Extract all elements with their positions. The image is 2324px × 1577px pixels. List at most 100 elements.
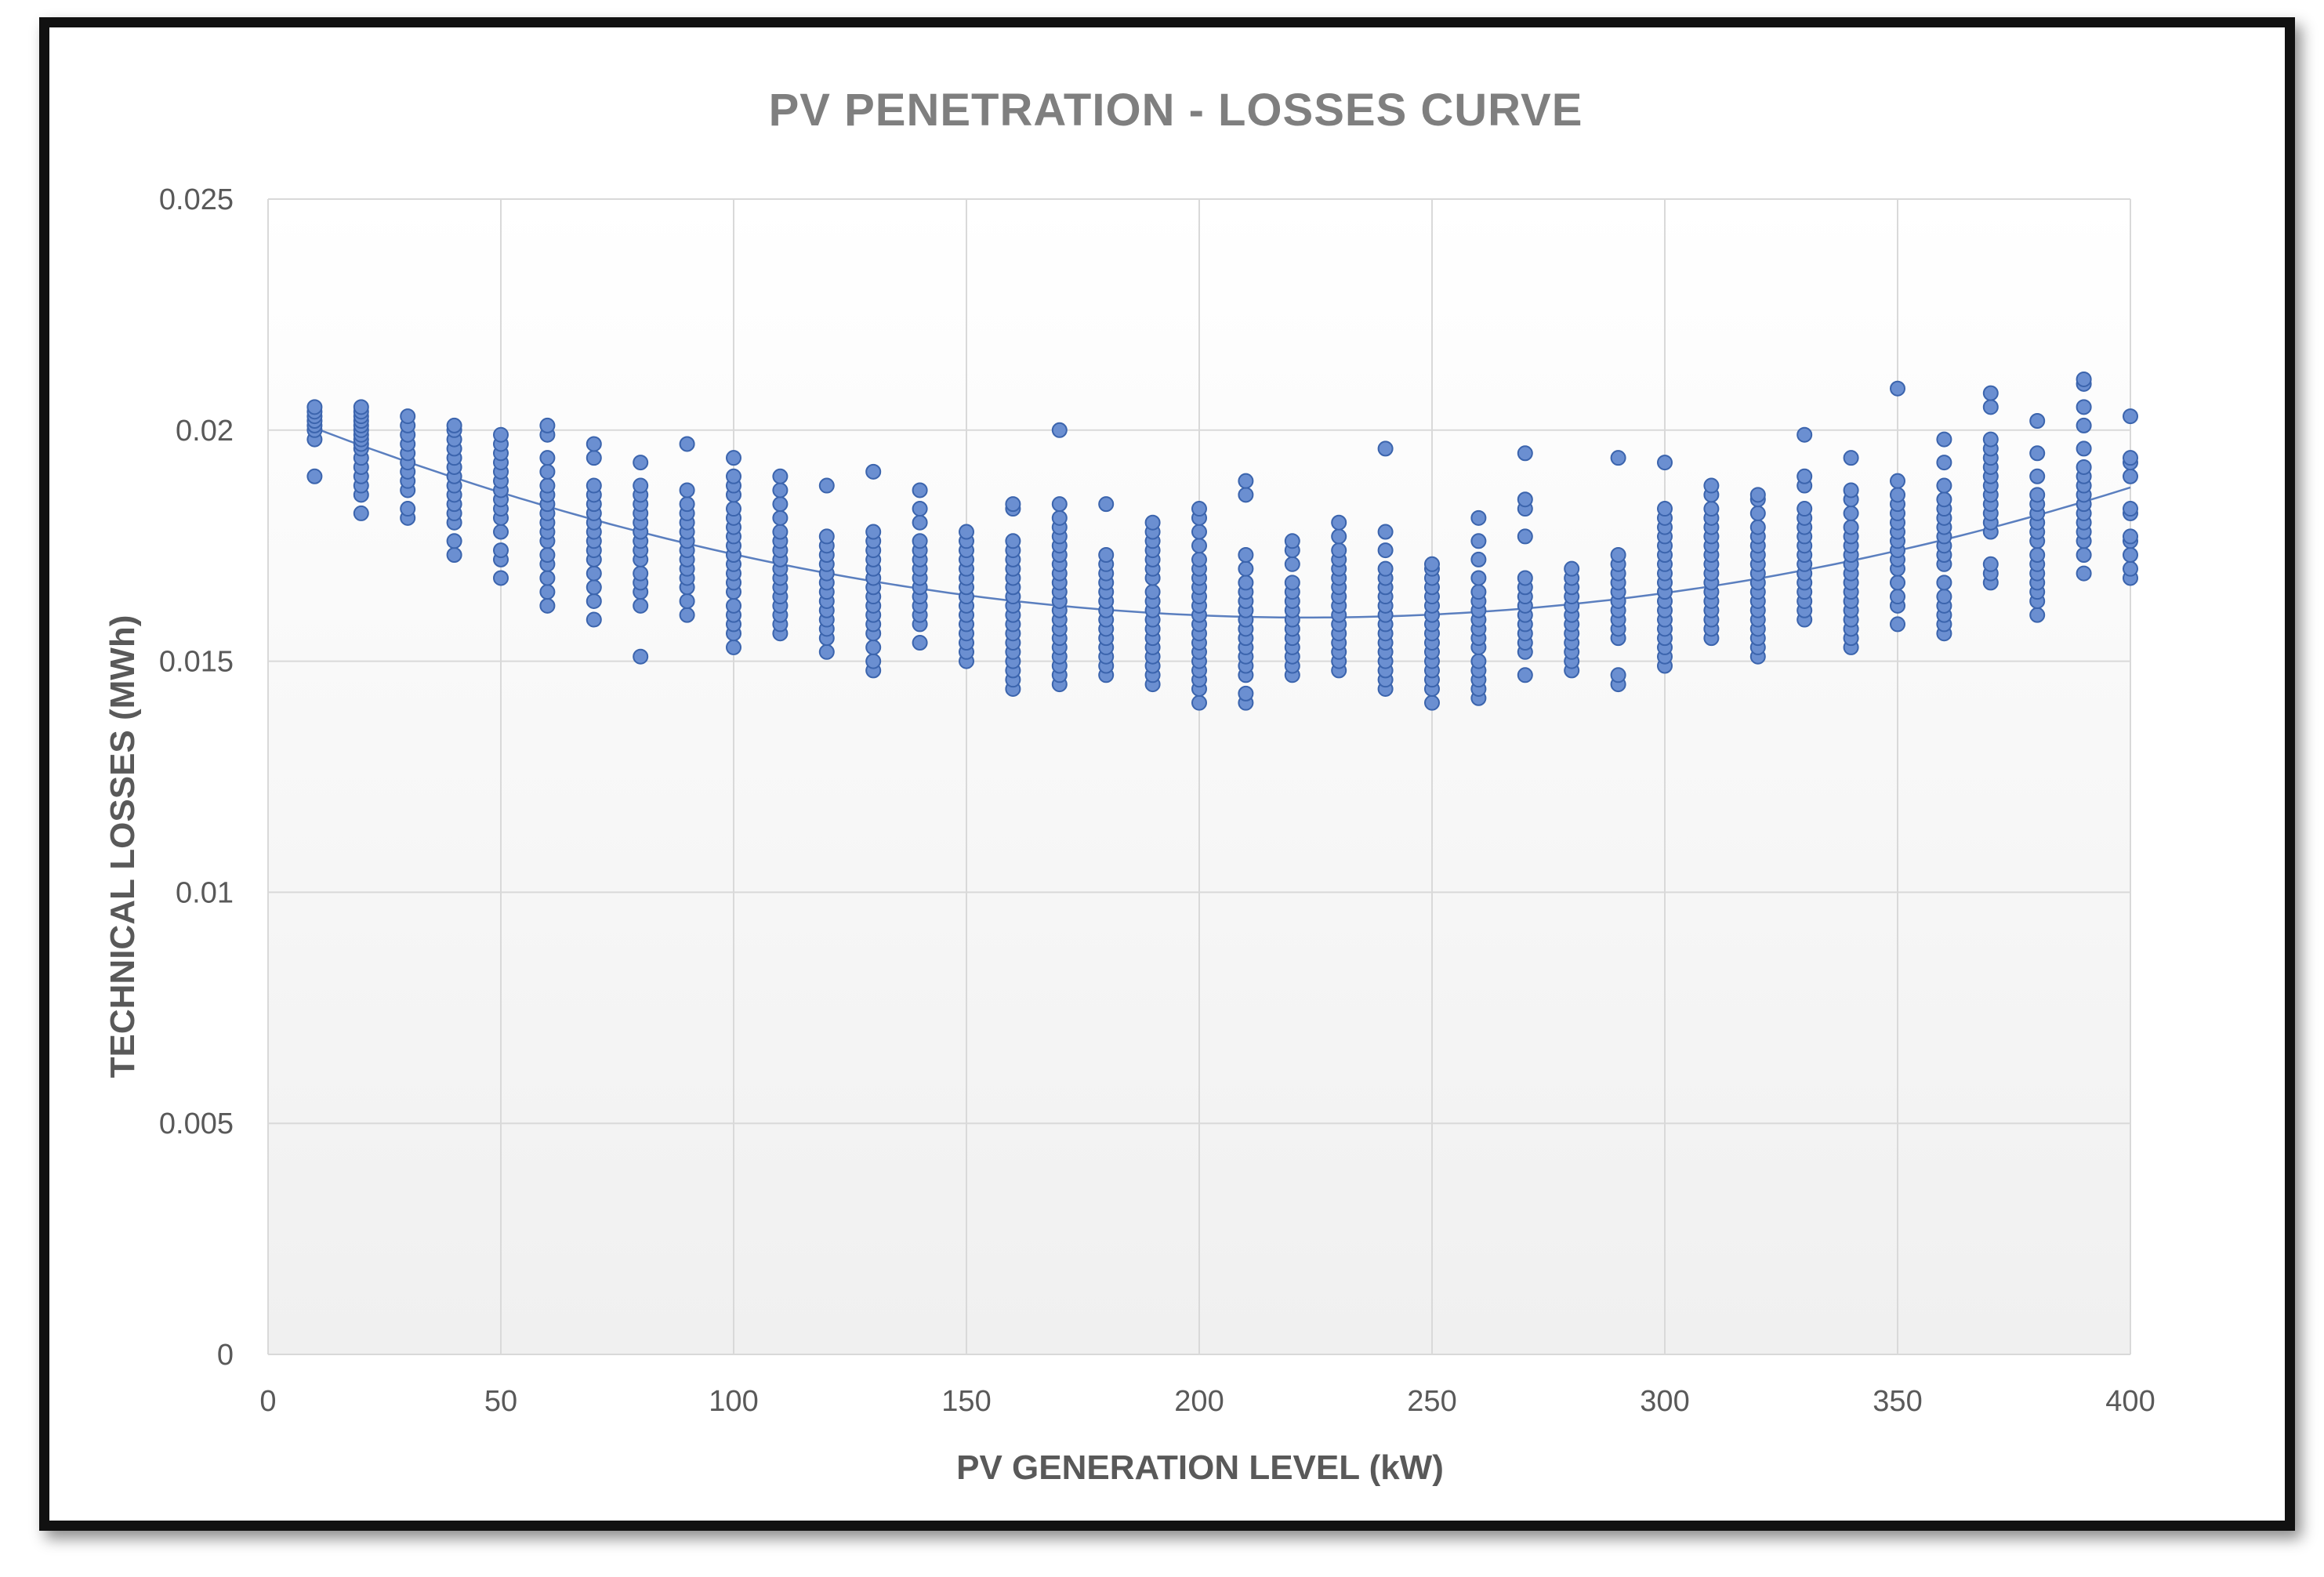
data-point [1051, 422, 1068, 438]
data-point [1470, 533, 1487, 549]
x-axis-ticks: 0 50 100 150 200 250 300 350 400 [259, 1385, 2155, 1418]
y-tick-label: 0.02 [176, 415, 234, 448]
data-point [726, 597, 741, 614]
data-point [2029, 546, 2046, 563]
data-point [912, 482, 928, 498]
data-point [1377, 560, 1394, 577]
data-point [1982, 556, 1999, 572]
data-point [1936, 477, 1952, 494]
data-point [539, 570, 556, 586]
y-tick-label: 0.015 [159, 646, 234, 679]
data-point [2076, 459, 2092, 475]
chart-frame: 0 0.005 0.01 0.015 0.02 0.025 0 50 100 150 200 250… [39, 17, 2295, 1531]
data-point [1517, 491, 1533, 508]
data-point [1470, 509, 1487, 526]
data-point [1470, 653, 1487, 669]
x-tick-label: 400 [2105, 1385, 2155, 1418]
data-point [586, 565, 602, 582]
data-point [539, 417, 556, 433]
data-point [1517, 667, 1533, 683]
data-point [1517, 528, 1533, 545]
data-point [2029, 413, 2046, 430]
data-point [306, 399, 323, 415]
x-tick-label: 150 [941, 1385, 991, 1418]
data-point [1610, 667, 1626, 683]
data-point [493, 570, 509, 586]
data-point [2123, 528, 2138, 545]
data-point [1657, 455, 1673, 471]
data-point [1238, 487, 1254, 503]
data-point [1749, 487, 1766, 503]
data-point [865, 653, 882, 669]
x-tick-label: 300 [1640, 1385, 1689, 1418]
data-point [1470, 551, 1487, 567]
data-point [2029, 487, 2046, 503]
data-point [586, 593, 602, 609]
data-point [1331, 514, 1347, 531]
data-point [2076, 417, 2092, 433]
data-point [1331, 542, 1347, 559]
data-point [1936, 575, 1952, 591]
data-point [1005, 496, 1021, 513]
data-point [586, 477, 602, 494]
data-point [772, 468, 789, 484]
data-point [865, 524, 882, 540]
data-point [2123, 546, 2138, 563]
data-point [1144, 584, 1161, 600]
data-point [1191, 524, 1207, 540]
data-point [539, 597, 556, 614]
data-point [1331, 528, 1347, 545]
data-point [1424, 694, 1440, 711]
x-axis-title: PV GENERATION LEVEL (kW) [956, 1448, 1444, 1487]
data-point [726, 450, 741, 466]
data-point [2029, 607, 2046, 623]
data-point [1284, 575, 1300, 591]
data-point [1005, 533, 1021, 549]
data-point [2029, 468, 2046, 484]
data-point [493, 542, 509, 559]
data-point [1982, 399, 1999, 415]
data-point [586, 450, 602, 466]
data-point [539, 477, 556, 494]
data-point [353, 505, 369, 521]
data-point [1238, 546, 1254, 563]
data-point [2076, 440, 2092, 457]
data-point [1890, 380, 1905, 397]
data-point [2123, 450, 2138, 466]
data-point [1051, 496, 1068, 513]
data-point [1238, 575, 1254, 591]
data-point [1890, 487, 1905, 503]
x-tick-label: 0 [259, 1385, 276, 1418]
data-point [865, 463, 882, 480]
data-point [1796, 501, 1813, 517]
data-point [912, 514, 928, 531]
data-point [679, 496, 695, 513]
data-point [539, 546, 556, 563]
data-point [1936, 589, 1952, 605]
data-point [1238, 560, 1254, 577]
data-point [1564, 560, 1580, 577]
data-point [1470, 584, 1487, 600]
data-point [1284, 556, 1300, 572]
data-point [1890, 473, 1905, 489]
data-point [1982, 431, 1999, 448]
data-point [1098, 546, 1115, 563]
data-point [1191, 694, 1207, 711]
data-point [633, 597, 649, 614]
data-point [2123, 468, 2138, 484]
grid [267, 198, 2131, 1355]
data-point [1191, 501, 1207, 517]
data-point [912, 533, 928, 549]
data-point [306, 468, 323, 484]
data-point [1749, 519, 1766, 535]
data-point [633, 648, 649, 665]
trendline [314, 426, 2131, 619]
data-point [679, 607, 695, 623]
data-point [1703, 501, 1720, 517]
data-point [1843, 505, 1859, 521]
y-axis-ticks: 0 0.005 0.01 0.015 0.02 0.025 [159, 183, 234, 1372]
data-point [1098, 496, 1115, 513]
data-point [353, 399, 369, 415]
data-point [1749, 505, 1766, 521]
data-point [2123, 501, 2138, 517]
